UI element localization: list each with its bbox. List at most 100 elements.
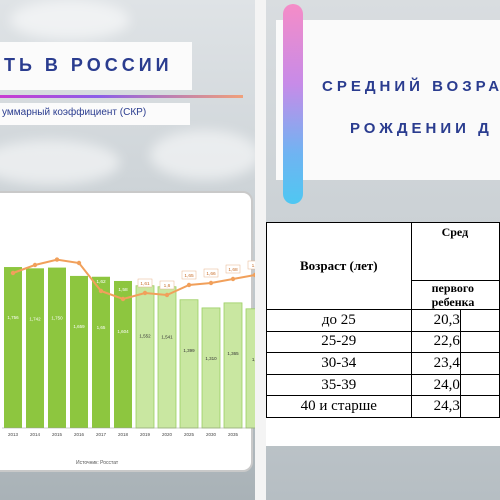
table-row: 35-39 24,0 <box>266 373 500 397</box>
right-title-card: СРЕДНИЙ ВОЗРА РОЖДЕНИИ Д <box>276 20 500 180</box>
cloud-decor <box>10 0 130 40</box>
trend-value-label: 1,71 <box>8 261 18 267</box>
trend-point <box>186 282 192 288</box>
x-tick-label: 2013 <box>8 432 19 437</box>
trend-label-box <box>225 264 241 274</box>
trend-label-box <box>181 270 197 280</box>
chart-bar <box>245 308 255 429</box>
trend-point <box>98 288 104 294</box>
x-tick-label: 2017 <box>96 432 107 437</box>
trend-value-label: 1,7 <box>252 263 255 269</box>
chart-bar <box>135 285 155 429</box>
trend-point <box>10 270 16 276</box>
trend-label-box <box>159 280 175 290</box>
x-tick-label: 2025 <box>184 432 195 437</box>
trend-value-label: 1,61 <box>140 281 150 287</box>
chart-bar <box>157 286 177 429</box>
x-tick-label: 2020 <box>162 432 173 437</box>
x-tick-label: 2014 <box>30 432 41 437</box>
chart-bar <box>223 302 243 429</box>
bar-value-label: 1,399 <box>183 348 195 353</box>
trend-point <box>142 290 148 296</box>
accent-bar <box>283 4 303 204</box>
trend-label-box <box>137 278 153 288</box>
age-cell: 35-39 <box>266 373 412 397</box>
trend-point <box>54 257 60 262</box>
trend-value-label: 1,75 <box>30 253 40 259</box>
cloud-decor <box>0 140 120 185</box>
header-age: Возраст (лет) <box>266 222 412 310</box>
slide-subtitle: уммарный коэффициент (СКР) <box>2 107 147 118</box>
x-tick-label: 2019 <box>140 432 151 437</box>
value-cell: 24,0 <box>410 373 461 397</box>
trend-value-label: 1,58 <box>118 287 128 293</box>
x-tick-label: 2015 <box>52 432 63 437</box>
bar-value-label: 1,541 <box>161 335 173 340</box>
chart-bar <box>114 280 132 428</box>
header-first-line-2: ребенка <box>431 295 475 309</box>
empty-cell <box>459 373 500 397</box>
empty-cell <box>459 309 500 332</box>
trend-point <box>76 260 82 266</box>
value-cell: 22,6 <box>410 330 461 354</box>
value-cell: 23,4 <box>410 352 461 375</box>
header-first-child: первого ребенка <box>410 280 500 310</box>
bar-value-label: 1,310 <box>205 356 217 361</box>
bar-value-label: 1,604 <box>117 329 129 334</box>
trend-value-label: 1,65 <box>184 273 194 279</box>
bar-value-label: 1,659 <box>73 324 85 329</box>
empty-cell <box>459 395 500 418</box>
bar-value-label: 1,750 <box>51 316 63 321</box>
value-cell: 24,3 <box>410 395 461 418</box>
right-title-line-1: СРЕДНИЙ ВОЗРА <box>322 78 500 95</box>
x-tick-label: 2030 <box>206 432 217 437</box>
age-cell: до 25 <box>266 309 412 332</box>
trend-value-label: 1,62 <box>96 279 106 285</box>
trend-point <box>230 276 236 282</box>
trend-value-label: 1,66 <box>206 271 216 277</box>
chart-bar <box>70 275 88 428</box>
chart-source: Источник: Росстат <box>76 460 119 466</box>
left-title-card: ТЬ В РОССИИ <box>0 42 192 90</box>
age-cell: 40 и старше <box>266 395 412 418</box>
table-row: 30-34 23,4 <box>266 352 500 375</box>
cloud-decor <box>150 130 255 180</box>
age-cell: 25-29 <box>266 330 412 354</box>
chart-bar <box>179 299 199 429</box>
bar-value-label: 1,552 <box>139 334 151 339</box>
chart-bar <box>48 267 66 428</box>
chart-bar <box>92 276 110 428</box>
table-row: 25-29 22,6 <box>266 330 500 354</box>
bar-value-label: 1,742 <box>29 316 41 321</box>
table-subheader-row: первого ребенка <box>267 280 500 310</box>
chart-bar <box>26 268 44 428</box>
age-cell: 30-34 <box>266 352 412 375</box>
chart-card: 1,756 2013 1,742 2014 1,750 2015 1,659 2016 1,65… <box>0 191 255 472</box>
fertility-chart: 1,756 2013 1,742 2014 1,750 2015 1,659 2016 1,65… <box>2 248 255 437</box>
bar-value-label: 1,365 <box>227 351 239 356</box>
trend-value-label: 1,6 <box>164 283 171 289</box>
divider <box>255 0 266 500</box>
header-group: Сред <box>410 222 500 281</box>
right-slide: СРЕДНИЙ ВОЗРА РОЖДЕНИИ Д Возраст (лет) С… <box>266 0 500 500</box>
trend-label-box <box>203 268 219 278</box>
x-tick-label: 2035 <box>228 432 239 437</box>
table-row: 40 и старше 24,3 <box>266 395 500 418</box>
x-tick-label: 2018 <box>118 432 129 437</box>
trend-label-box <box>247 260 255 270</box>
trend-point <box>252 272 255 278</box>
trend-value-label: 1,68 <box>228 267 238 273</box>
left-slide: ТЬ В РОССИИ уммарный коэффициент (СКР) 1… <box>0 0 255 500</box>
right-title-line-2: РОЖДЕНИИ Д <box>350 120 493 137</box>
chart-bar <box>201 307 221 429</box>
value-cell: 20,3 <box>410 309 461 332</box>
trend-value-label: 1,777 <box>51 248 63 254</box>
trend-point <box>164 292 170 298</box>
header-first-line-1: первого <box>431 281 475 295</box>
trend-point <box>120 296 126 302</box>
trend-point <box>208 280 214 286</box>
title-underline <box>0 95 243 98</box>
table-header-row: Возраст (лет) Сред <box>266 222 500 310</box>
trend-value-label: 1,76 <box>74 251 84 257</box>
trend-line <box>12 258 255 301</box>
